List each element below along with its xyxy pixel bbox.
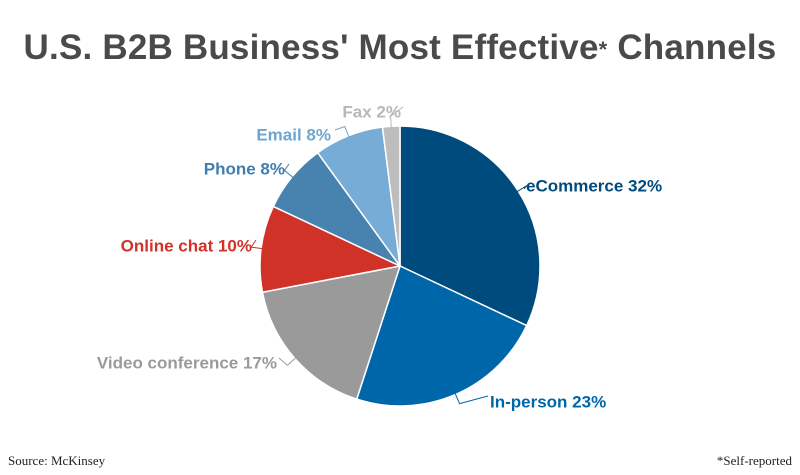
footnote: *Self-reported (716, 453, 792, 468)
leader-line-email (334, 125, 350, 137)
chart-title: U.S. B2B Business' Most Effective* Chann… (0, 28, 800, 68)
chart-title-asterisk: * (598, 37, 608, 62)
slice-label-ecommerce: eCommerce 32% (526, 176, 662, 195)
leader-line-ecommerce (517, 185, 528, 192)
source-note: Source: McKinsey (8, 453, 106, 468)
slice-label-video-conference: Video conference 17% (97, 353, 277, 372)
leader-line-fax (390, 106, 404, 128)
slice-label-phone: Phone 8% (204, 159, 285, 178)
slice-label-fax: Fax 2% (342, 102, 401, 121)
slice-label-in-person: In-person 23% (490, 392, 606, 411)
leader-line-in-person (454, 393, 489, 405)
chart-title-end: Channels (607, 28, 777, 67)
leader-line-video-conference (278, 357, 297, 366)
slice-label-email: Email 8% (256, 125, 331, 144)
slice-label-online-chat: Online chat 10% (121, 236, 252, 255)
leader-line-phone (283, 163, 294, 178)
leader-line-online-chat (250, 239, 263, 250)
chart-title-main: U.S. B2B Business' Most Effective (23, 28, 599, 67)
